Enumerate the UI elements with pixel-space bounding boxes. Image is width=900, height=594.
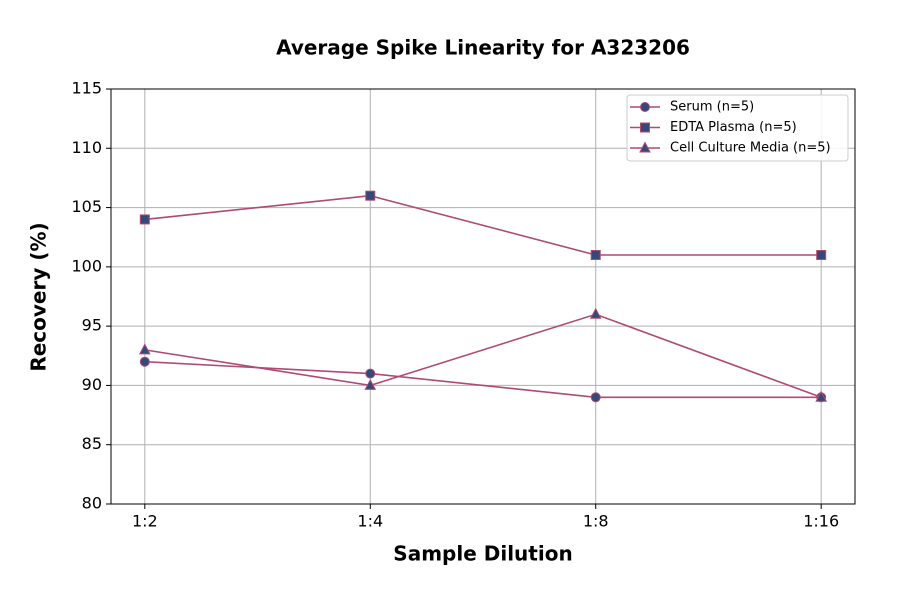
legend-box <box>626 94 849 162</box>
series-line <box>144 194 822 256</box>
x-axis-label: Sample Dilution <box>393 542 572 566</box>
legend-label: EDTA Plasma (n=5) <box>670 120 797 135</box>
series-line <box>144 360 822 399</box>
x-tick-label: 1:4 <box>357 512 383 531</box>
legend-label: Cell Culture Media (n=5) <box>670 141 831 156</box>
y-tick-label: 100 <box>71 256 102 275</box>
marker <box>816 250 827 260</box>
series-line <box>144 313 822 399</box>
marker <box>139 214 150 225</box>
marker <box>590 250 601 260</box>
y-tick-label: 90 <box>82 375 102 394</box>
chart-title: Average Spike Linearity for A323206 <box>276 36 690 60</box>
y-tick-label: 105 <box>71 197 102 216</box>
y-axis-label: Recovery (%) <box>27 222 51 371</box>
legend-label: Serum (n=5) <box>670 100 754 115</box>
y-tick-label: 85 <box>82 434 102 453</box>
x-tick-label: 1:2 <box>132 512 158 531</box>
marker <box>640 122 650 133</box>
marker <box>139 356 150 367</box>
plot-frame <box>110 88 856 505</box>
marker <box>590 392 601 403</box>
y-tick-label: 80 <box>82 494 102 513</box>
y-tick-label: 95 <box>82 316 102 335</box>
marker <box>365 368 376 379</box>
marker <box>138 343 151 355</box>
marker <box>365 190 376 201</box>
marker <box>815 390 828 402</box>
marker <box>639 141 651 153</box>
y-tick-label: 110 <box>71 138 102 157</box>
marker <box>364 378 377 390</box>
x-tick-label: 1:8 <box>583 512 609 531</box>
y-tick-label: 115 <box>71 79 102 98</box>
marker <box>640 102 650 112</box>
marker <box>589 307 602 319</box>
x-tick-label: 1:16 <box>803 512 839 531</box>
